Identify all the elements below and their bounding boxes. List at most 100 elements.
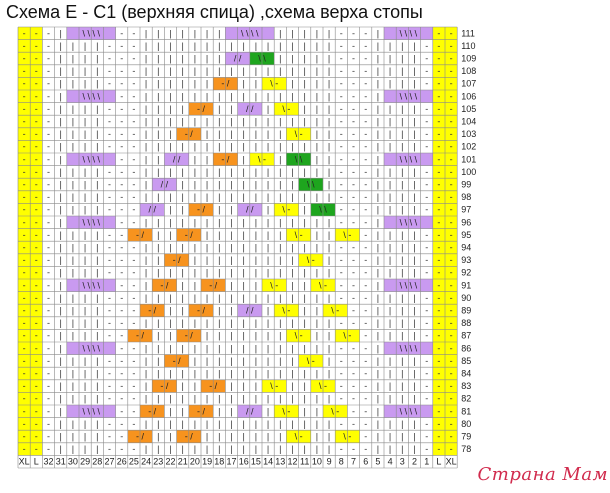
knit-symbol: | (96, 293, 98, 303)
purl-symbol: - (132, 180, 135, 190)
knit-symbol: | (96, 255, 98, 265)
knit-symbol: | (291, 79, 293, 89)
knit-symbol: | (169, 117, 171, 127)
purl-symbol: - (120, 154, 123, 164)
purl-symbol: - (47, 217, 50, 227)
purl-symbol: - (120, 180, 123, 190)
knit-symbol: | (60, 79, 62, 89)
knit-symbol: | (230, 243, 232, 253)
purl-symbol: - (364, 180, 367, 190)
purl-symbol: - (120, 41, 123, 51)
knit-symbol: | (279, 419, 281, 429)
knit-symbol: | (96, 205, 98, 215)
knit-symbol: | (157, 28, 159, 38)
knit-symbol: | (206, 41, 208, 51)
knit-symbol: | (169, 268, 171, 278)
purl-symbol: - (425, 293, 428, 303)
knit-symbol: | (230, 356, 232, 366)
purl-symbol: - (47, 230, 50, 240)
knit-symbol: | (218, 91, 220, 101)
size-purl-symbol: - (437, 54, 440, 64)
knit-symbol: | (279, 318, 281, 328)
size-purl-symbol: - (23, 293, 26, 303)
column-number: 14 (263, 457, 273, 467)
purl-symbol: - (108, 356, 111, 366)
knit-symbol: | (206, 432, 208, 442)
knit-symbol: | (157, 318, 159, 328)
knit-symbol: | (377, 154, 379, 164)
row-number: 82 (461, 394, 471, 404)
knit-symbol: | (218, 28, 220, 38)
size-purl-symbol: - (450, 142, 453, 152)
knit-symbol: | (169, 369, 171, 379)
size-purl-symbol: - (450, 230, 453, 240)
size-purl-symbol: - (23, 356, 26, 366)
size-purl-symbol: - (35, 192, 38, 202)
knit-symbol: | (304, 419, 306, 429)
knit-symbol: | (84, 268, 86, 278)
knit-symbol: | (243, 394, 245, 404)
knit-symbol: | (255, 268, 257, 278)
purl-symbol: - (340, 318, 343, 328)
knit-symbol: | (182, 268, 184, 278)
purl-symbol: - (425, 167, 428, 177)
knit-symbol: | (84, 394, 86, 404)
size-purl-symbol: - (23, 142, 26, 152)
knit-symbol: | (304, 79, 306, 89)
knit-symbol: | (182, 381, 184, 391)
size-purl-symbol: - (437, 432, 440, 442)
knit-symbol: | (267, 255, 269, 265)
size-purl-symbol: - (23, 66, 26, 76)
knit-symbol: | (145, 280, 147, 290)
size-purl-symbol: - (35, 54, 38, 64)
purl-symbol: - (108, 142, 111, 152)
purl-symbol: - (352, 154, 355, 164)
knit-symbol: | (182, 117, 184, 127)
size-purl-symbol: - (23, 331, 26, 341)
purl-symbol: - (425, 306, 428, 316)
purl-symbol: - (47, 293, 50, 303)
purl-symbol: - (47, 369, 50, 379)
purl-symbol: - (108, 180, 111, 190)
knit-symbol: | (145, 243, 147, 253)
knit-symbol: | (255, 180, 257, 190)
purl-symbol: - (364, 28, 367, 38)
knit-symbol: | (218, 406, 220, 416)
size-purl-symbol: - (23, 217, 26, 227)
knit-symbol: | (145, 356, 147, 366)
knit-symbol: | (243, 268, 245, 278)
knit-symbol: | (328, 369, 330, 379)
knit-symbol: | (316, 230, 318, 240)
knit-symbol: | (243, 167, 245, 177)
column-number: 18 (214, 457, 224, 467)
knit-symbol: | (413, 331, 415, 341)
size-purl-symbol: - (437, 268, 440, 278)
knit-symbol: | (182, 306, 184, 316)
knit-symbol: | (328, 79, 330, 89)
knit-symbol: | (157, 230, 159, 240)
size-purl-symbol: - (35, 394, 38, 404)
knit-symbol: | (96, 318, 98, 328)
knit-symbol: | (194, 394, 196, 404)
knit-symbol: | (84, 356, 86, 366)
purl-symbol: - (425, 129, 428, 139)
size-purl-symbol: - (23, 192, 26, 202)
knit-symbol: | (316, 331, 318, 341)
purl-symbol: - (425, 444, 428, 454)
knit-symbol: | (304, 117, 306, 127)
purl-symbol: - (132, 79, 135, 89)
knit-symbol: | (267, 104, 269, 114)
knit-symbol: | (291, 369, 293, 379)
purl-symbol: - (47, 129, 50, 139)
purl-symbol: - (47, 192, 50, 202)
size-purl-symbol: - (450, 369, 453, 379)
knit-symbol: | (72, 356, 74, 366)
size-purl-symbol: - (23, 306, 26, 316)
knit-symbol: | (304, 142, 306, 152)
purl-symbol: - (340, 343, 343, 353)
knit-symbol: | (84, 192, 86, 202)
knit-symbol: | (145, 419, 147, 429)
knit-symbol: | (328, 154, 330, 164)
row-number: 108 (461, 66, 476, 76)
purl-symbol: - (120, 79, 123, 89)
